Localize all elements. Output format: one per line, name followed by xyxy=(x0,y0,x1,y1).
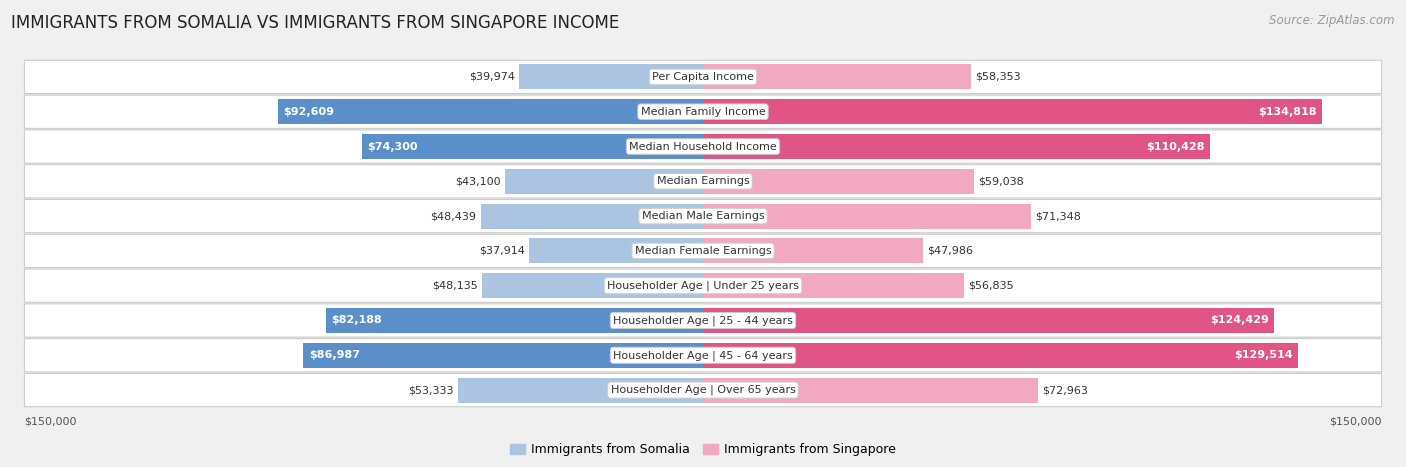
FancyBboxPatch shape xyxy=(24,304,1382,337)
Bar xyxy=(482,273,703,298)
Text: $59,038: $59,038 xyxy=(979,177,1024,186)
FancyBboxPatch shape xyxy=(24,60,1382,93)
Text: $150,000: $150,000 xyxy=(1329,416,1382,426)
Bar xyxy=(703,99,1322,124)
Text: Householder Age | Over 65 years: Householder Age | Over 65 years xyxy=(610,385,796,396)
Text: Per Capita Income: Per Capita Income xyxy=(652,72,754,82)
Bar xyxy=(458,377,703,403)
FancyBboxPatch shape xyxy=(24,374,1382,407)
Text: $72,963: $72,963 xyxy=(1042,385,1088,395)
Bar xyxy=(529,238,703,263)
Text: $86,987: $86,987 xyxy=(309,350,360,360)
Text: $110,428: $110,428 xyxy=(1146,142,1205,151)
Text: $48,439: $48,439 xyxy=(430,211,477,221)
Text: Householder Age | 45 - 64 years: Householder Age | 45 - 64 years xyxy=(613,350,793,361)
Text: $47,986: $47,986 xyxy=(928,246,973,256)
Text: $48,135: $48,135 xyxy=(432,281,478,290)
FancyBboxPatch shape xyxy=(24,95,1382,128)
FancyBboxPatch shape xyxy=(24,269,1382,302)
Bar xyxy=(361,134,703,159)
Text: $92,609: $92,609 xyxy=(283,107,335,117)
Bar xyxy=(703,64,972,90)
Bar xyxy=(703,273,965,298)
Text: $53,333: $53,333 xyxy=(408,385,454,395)
Text: $74,300: $74,300 xyxy=(367,142,418,151)
Text: IMMIGRANTS FROM SOMALIA VS IMMIGRANTS FROM SINGAPORE INCOME: IMMIGRANTS FROM SOMALIA VS IMMIGRANTS FR… xyxy=(11,14,620,32)
FancyBboxPatch shape xyxy=(24,339,1382,372)
Text: Median Household Income: Median Household Income xyxy=(628,142,778,151)
Text: $129,514: $129,514 xyxy=(1233,350,1292,360)
Bar xyxy=(703,238,924,263)
FancyBboxPatch shape xyxy=(24,130,1382,163)
Bar xyxy=(703,377,1038,403)
Text: Median Female Earnings: Median Female Earnings xyxy=(634,246,772,256)
Bar xyxy=(703,308,1274,333)
FancyBboxPatch shape xyxy=(24,234,1382,268)
Bar xyxy=(277,99,703,124)
Text: $71,348: $71,348 xyxy=(1035,211,1081,221)
Bar xyxy=(505,169,703,194)
Text: Source: ZipAtlas.com: Source: ZipAtlas.com xyxy=(1270,14,1395,27)
FancyBboxPatch shape xyxy=(24,199,1382,233)
Text: Householder Age | Under 25 years: Householder Age | Under 25 years xyxy=(607,281,799,291)
Text: Median Family Income: Median Family Income xyxy=(641,107,765,117)
Text: Median Earnings: Median Earnings xyxy=(657,177,749,186)
Bar xyxy=(519,64,703,90)
Text: $82,188: $82,188 xyxy=(330,316,382,325)
Bar xyxy=(703,169,974,194)
Bar xyxy=(304,343,703,368)
Text: $56,835: $56,835 xyxy=(969,281,1014,290)
FancyBboxPatch shape xyxy=(24,165,1382,198)
Text: $124,429: $124,429 xyxy=(1211,316,1270,325)
Text: Householder Age | 25 - 44 years: Householder Age | 25 - 44 years xyxy=(613,315,793,326)
Bar xyxy=(481,204,703,229)
Bar xyxy=(703,343,1298,368)
Text: $134,818: $134,818 xyxy=(1258,107,1316,117)
Text: $58,353: $58,353 xyxy=(976,72,1021,82)
Bar xyxy=(326,308,703,333)
Bar xyxy=(703,134,1211,159)
Text: $43,100: $43,100 xyxy=(456,177,501,186)
Text: $150,000: $150,000 xyxy=(24,416,77,426)
Text: $37,914: $37,914 xyxy=(479,246,524,256)
Bar xyxy=(703,204,1031,229)
Text: $39,974: $39,974 xyxy=(470,72,515,82)
Text: Median Male Earnings: Median Male Earnings xyxy=(641,211,765,221)
Legend: Immigrants from Somalia, Immigrants from Singapore: Immigrants from Somalia, Immigrants from… xyxy=(505,439,901,461)
